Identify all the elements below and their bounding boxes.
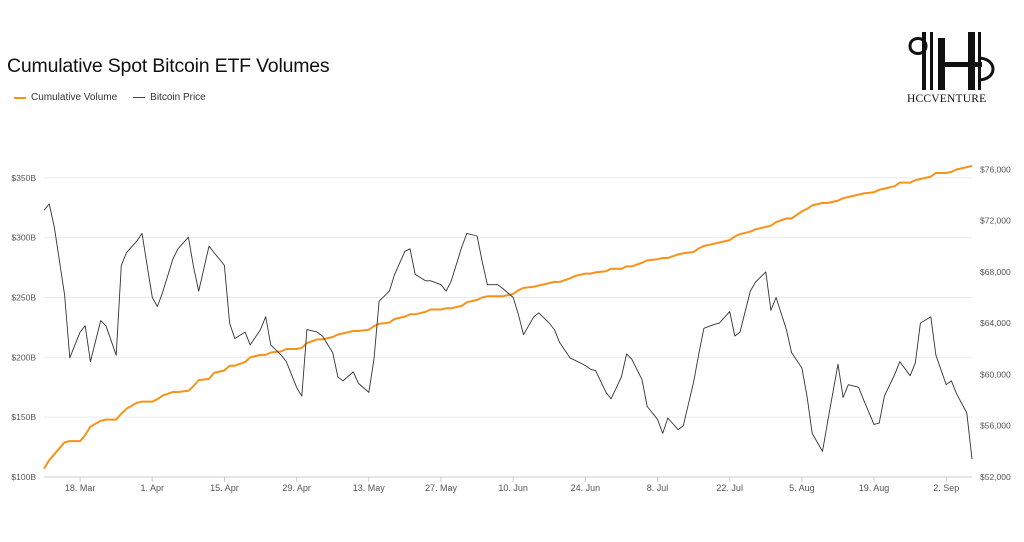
x-axis-tick-label: 19. Aug [859,483,890,493]
right-axis: $52,000 $56,000 $60,000 $64,000 $68,000 $72,0… [980,164,1011,482]
right-axis-tick-label: $52,000 [980,472,1011,482]
legend-swatch-bitcoin-price [133,97,146,98]
legend-item-bitcoin-price[interactable]: Bitcoin Price [133,92,206,103]
chart-legend: Cumulative Volume Bitcoin Price [14,92,222,103]
right-axis-tick-label: $68,000 [980,267,1011,277]
right-axis-tick-label: $76,000 [980,164,1011,174]
legend-label-bitcoin-price: Bitcoin Price [150,92,206,103]
brand-name: HCCVENTURE [907,93,987,105]
chart-title: Cumulative Spot Bitcoin ETF Volumes [7,55,330,77]
x-axis-tick-label: 22. Jul [716,483,743,493]
left-axis-tick-label: $250B [11,293,36,303]
series-line-cumulative-volume[interactable] [43,164,973,470]
hccventure-logo [908,32,995,90]
x-axis-tick-label: 5. Aug [789,483,815,493]
right-axis-tick-label: $64,000 [980,318,1011,328]
left-axis: $100B $150B $200B $250B $300B $350B [11,173,36,482]
right-axis-tick-label: $60,000 [980,369,1011,379]
x-axis-tick-label: 13. May [353,483,386,493]
x-axis-tick-label: 15. Apr [210,483,239,493]
grid-layer [44,177,972,478]
left-axis-tick-label: $100B [11,472,36,482]
legend-swatch-cumulative-volume [14,96,26,99]
legend-item-cumulative-volume[interactable]: Cumulative Volume [14,92,117,103]
legend-label-cumulative-volume: Cumulative Volume [31,92,118,103]
left-axis-tick-label: $350B [11,173,36,183]
x-axis-tick-label: 1. Apr [141,483,165,493]
x-axis: 18. Mar 1. Apr 15. Apr 29. Apr 13. May 27. Ma… [44,476,972,493]
x-axis-tick-label: 24. Jun [571,483,601,493]
series-line-bitcoin-price[interactable] [43,203,973,460]
x-axis-tick-label: 10. Jun [498,483,528,493]
left-axis-tick-label: $150B [11,412,36,422]
x-axis-tick-label: 8. Jul [647,483,669,493]
right-axis-tick-label: $56,000 [980,421,1011,431]
x-axis-tick-label: 27. May [425,483,458,493]
right-axis-tick-label: $72,000 [980,216,1011,226]
left-axis-tick-label: $300B [11,233,36,243]
x-axis-tick-label: 29. Apr [282,483,311,493]
x-axis-tick-label: 18. Mar [65,483,96,493]
series-layer [43,164,973,470]
x-axis-tick-label: 2. Sep [933,483,959,493]
left-axis-tick-label: $200B [11,352,36,362]
